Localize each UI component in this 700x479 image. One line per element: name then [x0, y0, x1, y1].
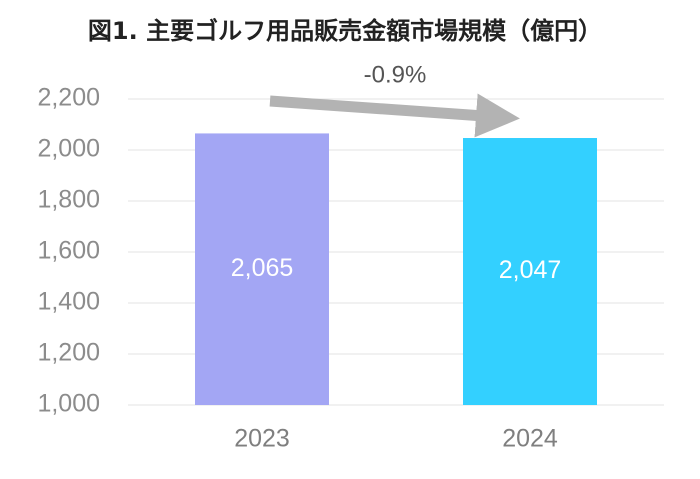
y-tick-label: 1,200: [37, 339, 100, 367]
value-label: 2,065: [231, 254, 294, 282]
x-tick-label: 2024: [502, 425, 558, 453]
value-label: 2,047: [499, 256, 562, 284]
x-tick-label: 2023: [234, 425, 290, 453]
y-tick-label: 1,000: [37, 390, 100, 418]
y-tick-label: 1,800: [37, 186, 100, 214]
change-annotation: -0.9%: [364, 61, 427, 88]
y-tick-label: 1,400: [37, 288, 100, 316]
y-tick-label: 2,200: [37, 84, 100, 112]
y-tick-label: 2,000: [37, 135, 100, 163]
bar: [463, 138, 597, 405]
chart-title: 図1. 主要ゴルフ用品販売金額市場規模（億円）: [88, 17, 602, 45]
bar: [195, 133, 329, 406]
trend-arrow: [269, 93, 520, 138]
y-tick-label: 1,600: [37, 237, 100, 265]
